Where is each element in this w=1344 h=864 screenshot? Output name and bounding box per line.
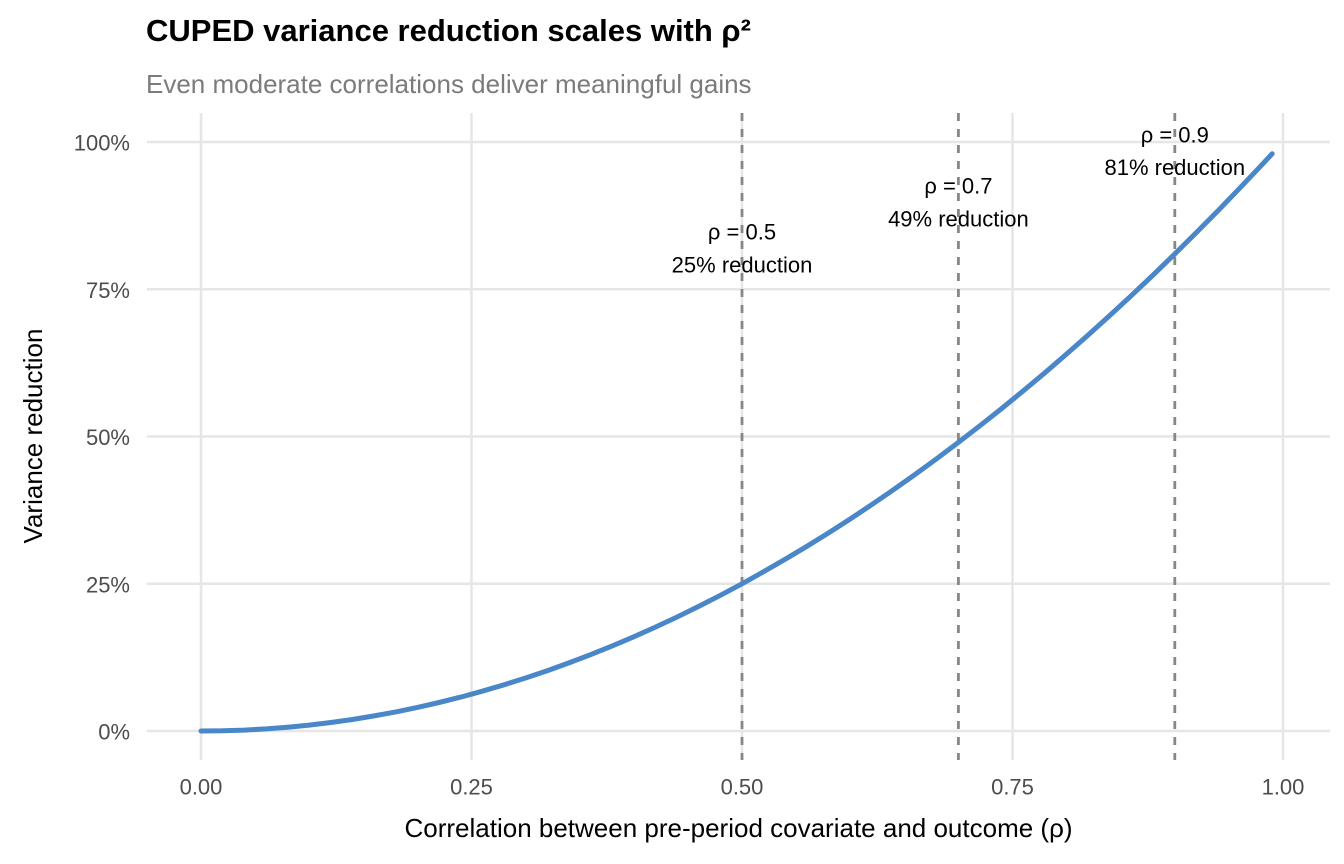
annotation-text: ρ = 0.5 <box>708 220 776 245</box>
y-tick-label: 0% <box>98 720 130 745</box>
x-tick-label: 0.50 <box>721 775 764 800</box>
x-tick-label: 0.25 <box>450 775 493 800</box>
y-tick-label: 50% <box>86 425 130 450</box>
annotation-text: 49% reduction <box>888 207 1029 232</box>
y-tick-label: 100% <box>74 131 130 156</box>
x-tick-label: 0.75 <box>991 775 1034 800</box>
annotation-text: ρ = 0.7 <box>924 174 992 199</box>
y-tick-label: 25% <box>86 572 130 597</box>
chart-subtitle: Even moderate correlations deliver meani… <box>146 69 752 99</box>
chart-title: CUPED variance reduction scales with ρ² <box>146 13 751 48</box>
y-tick-label: 75% <box>86 278 130 303</box>
x-tick-label: 1.00 <box>1262 775 1305 800</box>
x-axis-title: Correlation between pre-period covariate… <box>404 813 1073 843</box>
annotation-text: 25% reduction <box>672 253 813 278</box>
annotation-text: 81% reduction <box>1104 155 1245 180</box>
x-tick-label: 0.00 <box>180 775 223 800</box>
annotation-text: ρ = 0.9 <box>1141 122 1209 147</box>
variance-reduction-curve <box>198 151 1275 734</box>
